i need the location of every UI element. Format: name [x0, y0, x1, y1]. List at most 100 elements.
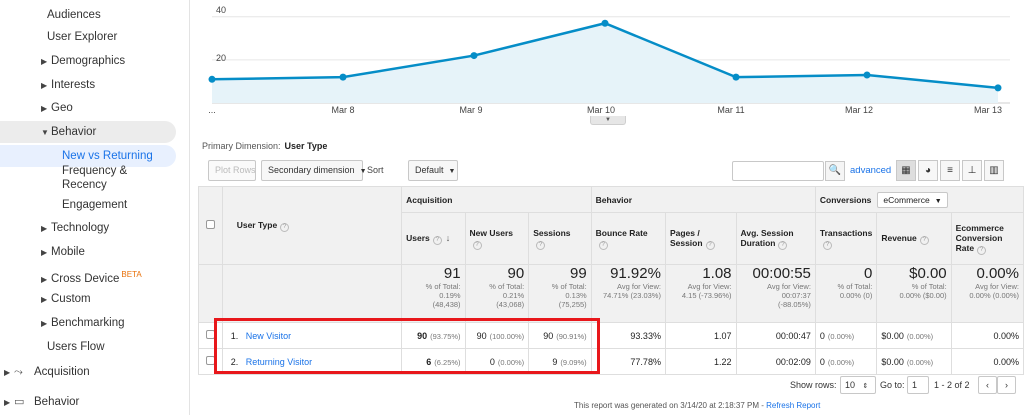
- show-rows-select[interactable]: 10 ⇕: [840, 376, 876, 394]
- help-icon[interactable]: ?: [536, 240, 546, 250]
- sort-type-dropdown[interactable]: Default ▼: [408, 160, 458, 181]
- nav-item-engagement[interactable]: Engagement: [62, 194, 127, 216]
- goto-input[interactable]: 1: [907, 376, 929, 394]
- sort-desc-icon[interactable]: ↓: [445, 232, 451, 243]
- beta-badge: BETA: [121, 270, 142, 279]
- header-transactions[interactable]: Transactions?: [814, 212, 878, 265]
- total-new-users: 90% of Total: 0.21% (43,068): [464, 264, 530, 323]
- cell-value: $0.00: [881, 330, 904, 341]
- header-pages-session[interactable]: Pages / Session?: [664, 212, 737, 265]
- help-icon[interactable]: ?: [822, 240, 832, 250]
- table-search-input[interactable]: [732, 161, 824, 181]
- help-icon[interactable]: ?: [778, 240, 788, 250]
- pivot-view-icon[interactable]: ▥: [984, 160, 1004, 181]
- total-transactions: 0% of Total: 0.00% (0): [814, 264, 878, 323]
- pie-view-icon[interactable]: ◕: [918, 160, 938, 181]
- nav-item-users-flow[interactable]: Users Flow: [47, 336, 105, 358]
- select-all-checkbox[interactable]: [205, 220, 215, 229]
- row-user-type-link[interactable]: New Visitor: [245, 330, 292, 341]
- cell-avg-duration: 00:00:47: [735, 322, 816, 349]
- next-page-icon[interactable]: ›: [997, 376, 1016, 394]
- nav-item-label: Interests: [51, 79, 96, 91]
- help-icon[interactable]: ?: [598, 240, 608, 250]
- group-acquisition: Acquisition: [401, 186, 592, 213]
- row-user-type-link[interactable]: Returning Visitor: [245, 356, 313, 367]
- nav-item-user-explorer[interactable]: User Explorer: [47, 26, 117, 48]
- advanced-filter-link[interactable]: advanced: [850, 165, 892, 176]
- cell-transactions: 0 (0.00%): [814, 322, 878, 349]
- nav-item-mobile[interactable]: ▶ Mobile: [41, 241, 85, 263]
- x-tick-label: Mar 11: [717, 105, 745, 115]
- header-new-users[interactable]: New Users?: [464, 212, 530, 265]
- nav-item-custom[interactable]: ▶ Custom: [41, 288, 91, 310]
- header-label: Rate: [955, 242, 975, 253]
- y-tick-label: 40: [216, 5, 227, 15]
- nav-item-label: Custom: [51, 293, 91, 305]
- cell-pct: (0.00%): [906, 331, 934, 341]
- primary-dimension-value[interactable]: User Type: [284, 141, 328, 151]
- help-icon[interactable]: ?: [280, 222, 290, 232]
- nav-item-benchmarking[interactable]: ▶ Benchmarking: [41, 312, 125, 334]
- nav-item-geo[interactable]: ▶ Geo: [41, 97, 73, 119]
- chart-collapse-toggle[interactable]: ▼: [590, 116, 626, 125]
- table-row: 1. New Visitor 90 (93.75%) 90 (100.00%) 90…: [198, 322, 1024, 349]
- total-note: 0.00% (0.00%): [969, 291, 1019, 300]
- caret-right-icon: ▶: [41, 274, 48, 284]
- total-note: Avg for View:: [617, 282, 661, 291]
- nav-item-frequency-recency[interactable]: Frequency & Recency: [62, 164, 127, 191]
- help-icon[interactable]: ?: [432, 235, 442, 245]
- search-icon[interactable]: 🔍: [825, 161, 845, 181]
- total-users: 91% of Total: 0.19% (48,438): [401, 264, 466, 323]
- report-main: 40 20 ... Mar 8 Mar 9 Mar 10 Mar 11 Mar …: [190, 0, 1024, 415]
- cell-avg-duration: 00:02:09: [735, 348, 816, 375]
- row-checkbox[interactable]: [205, 356, 215, 365]
- x-tick-label: Mar 13: [973, 105, 1003, 115]
- help-icon[interactable]: ?: [977, 245, 987, 255]
- row-dimension: 1. New Visitor: [221, 322, 403, 349]
- header-user-type[interactable]: User Type?: [221, 186, 403, 265]
- prev-page-icon[interactable]: ‹: [978, 376, 997, 394]
- header-bounce-rate[interactable]: Bounce Rate?: [590, 212, 666, 265]
- total-note: (75,255): [558, 300, 587, 309]
- nav-item-audiences[interactable]: Audiences: [47, 4, 101, 26]
- nav-item-new-vs-returning[interactable]: New vs Returning: [0, 145, 176, 167]
- help-icon[interactable]: ?: [705, 240, 715, 250]
- caret-right-icon: ▶: [4, 398, 11, 407]
- caret-right-icon: ▶: [4, 368, 11, 377]
- performance-view-icon[interactable]: ≡: [940, 160, 960, 181]
- comparison-view-icon[interactable]: ⊥: [962, 160, 982, 181]
- nav-section-behavior[interactable]: ▶ ▭ Behavior: [4, 391, 79, 413]
- nav-item-label: Audiences: [47, 9, 101, 21]
- header-avg-session-duration[interactable]: Avg. Session Duration?: [735, 212, 816, 265]
- cell-revenue: $0.00 (0.00%): [876, 348, 952, 375]
- total-note: Avg for View:: [975, 282, 1019, 291]
- nav-item-interests[interactable]: ▶ Interests: [41, 74, 95, 96]
- header-sessions[interactable]: Sessions?: [528, 212, 592, 265]
- cell-pct: (93.75%): [430, 331, 461, 341]
- chevron-down-icon: ▼: [934, 197, 942, 205]
- header-ecommerce-conversion-rate[interactable]: Ecommerce Conversion Rate?: [950, 212, 1024, 265]
- row-checkbox[interactable]: [205, 330, 215, 339]
- nav-section-acquisition[interactable]: ▶ ⤳ Acquisition: [4, 361, 90, 383]
- nav-item-behavior[interactable]: ▼ Behavior: [0, 121, 176, 143]
- nav-item-label: Technology: [51, 222, 110, 234]
- nav-item-technology[interactable]: ▶ Technology: [41, 217, 109, 239]
- conversions-select[interactable]: eCommerce ▼: [877, 191, 948, 208]
- nav-item-demographics[interactable]: ▶ Demographics: [41, 50, 125, 72]
- totals-blank: [221, 264, 403, 323]
- header-revenue[interactable]: Revenue?: [876, 212, 952, 265]
- help-icon[interactable]: ?: [919, 235, 929, 245]
- header-label: Avg. Session: [740, 227, 794, 238]
- table-view-icon[interactable]: ▦: [896, 160, 916, 181]
- nav-item-cross-device[interactable]: ▶ Cross Device BETA: [41, 264, 142, 286]
- cell-pct: (6.25%): [434, 357, 461, 367]
- secondary-dimension-dropdown[interactable]: Secondary dimension ▼: [261, 160, 367, 181]
- total-note: 0.13%: [565, 291, 587, 300]
- caret-right-icon: ▶: [41, 104, 48, 113]
- header-users[interactable]: Users? ↓: [401, 212, 466, 265]
- chevron-down-icon: ▼: [359, 168, 367, 175]
- refresh-report-link[interactable]: Refresh Report: [766, 401, 821, 410]
- plot-rows-button[interactable]: Plot Rows: [208, 160, 256, 181]
- nav-item-label: Cross Device: [51, 272, 120, 285]
- help-icon[interactable]: ?: [472, 240, 482, 250]
